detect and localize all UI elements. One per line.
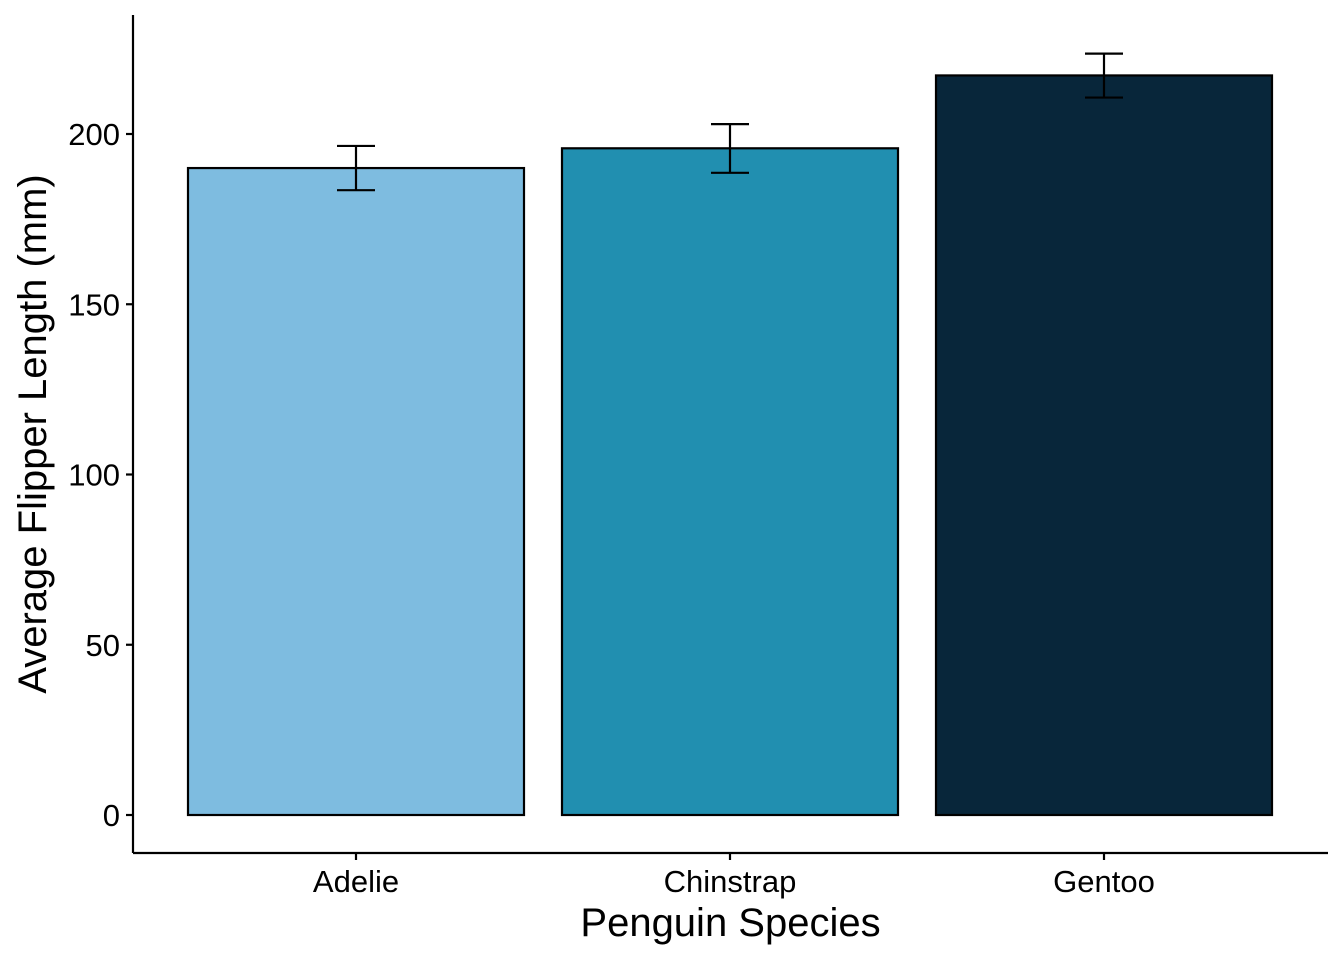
x-tick-label-chinstrap: Chinstrap	[664, 864, 797, 899]
y-tick-label: 200	[68, 117, 120, 152]
y-tick-label: 150	[68, 287, 120, 322]
y-ticks-layer: 0 50 100 150 200	[68, 117, 133, 833]
bar-adelie	[186, 166, 526, 817]
x-ticks-layer: Adelie Chinstrap Gentoo	[313, 853, 1155, 899]
error-bar-gentoo	[1085, 52, 1123, 99]
y-tick-label: 100	[68, 458, 120, 493]
bars-layer	[186, 74, 1274, 817]
bar-gentoo	[934, 74, 1274, 817]
x-tick-label-adelie: Adelie	[313, 864, 399, 899]
error-bar-chinstrap	[711, 123, 749, 174]
error-bar-adelie	[337, 144, 375, 192]
error-bars-layer	[337, 52, 1123, 192]
y-tick-label: 50	[86, 628, 120, 663]
bar-chinstrap	[560, 147, 900, 817]
y-tick-label: 0	[103, 798, 120, 833]
x-tick-label-gentoo: Gentoo	[1053, 864, 1155, 899]
x-axis-title: Penguin Species	[580, 901, 880, 945]
y-axis-title: Average Flipper Length (mm)	[11, 174, 55, 694]
